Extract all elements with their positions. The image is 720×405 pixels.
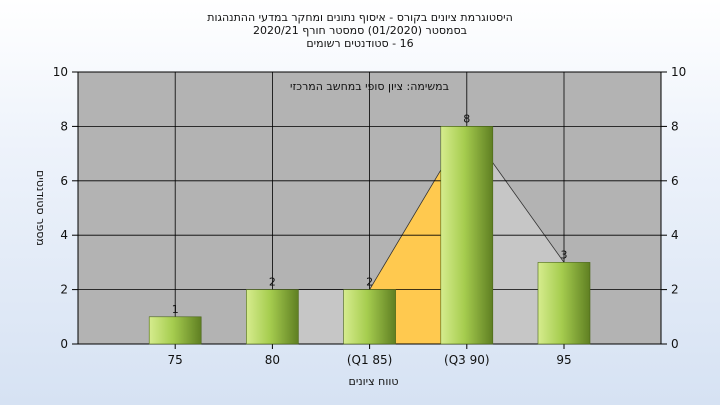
histogram-bar [537, 262, 591, 345]
y-tick-label-left: 2 [60, 283, 68, 297]
x-tick-label: 75 [168, 353, 183, 367]
chart-title-line-1: היסטוגרמת ציונים בקורס - איסוף נתונים ומ… [207, 11, 513, 24]
chart-title-line-3: 16 - סטודנטים רשומים [306, 37, 414, 50]
chart-annotation: במשימה: ציון סופי במחשב המרכזי [290, 80, 449, 93]
y-tick-label-right: 8 [671, 119, 679, 133]
bar-value-label: 2 [269, 276, 276, 289]
x-tick-label: (Q3 90) [444, 353, 490, 367]
x-axis-label: טווח ציונים [349, 375, 399, 388]
histogram-bar [246, 289, 299, 345]
y-tick-label-left: 6 [60, 174, 68, 188]
y-tick-label-left: 4 [60, 228, 68, 242]
histogram-bar [148, 316, 202, 345]
y-tick-label-left: 8 [60, 119, 68, 133]
y-tick-label-right: 4 [671, 228, 679, 242]
bar-value-label: 2 [366, 276, 373, 289]
y-tick-label-right: 0 [671, 337, 679, 351]
bar-value-label: 8 [463, 112, 470, 125]
histogram-bar [440, 126, 494, 345]
y-tick-label-right: 2 [671, 283, 679, 297]
x-tick-label: 80 [265, 353, 280, 367]
y-tick-label-left: 10 [53, 65, 68, 79]
x-tick-label: (Q1 85) [347, 353, 393, 367]
y-tick-label-right: 10 [671, 65, 686, 79]
bar-value-label: 3 [561, 248, 568, 261]
y-tick-label-right: 6 [671, 174, 679, 188]
bar-value-label: 1 [172, 303, 179, 316]
y-axis-label: מספר סטודנטים [34, 170, 47, 246]
y-tick-label-left: 0 [60, 337, 68, 351]
histogram-bar [343, 289, 396, 345]
chart-title-line-2: בסמסטר (01/2020) סמסטר חורף 2020/21 [253, 24, 467, 37]
x-tick-label: 95 [556, 353, 571, 367]
